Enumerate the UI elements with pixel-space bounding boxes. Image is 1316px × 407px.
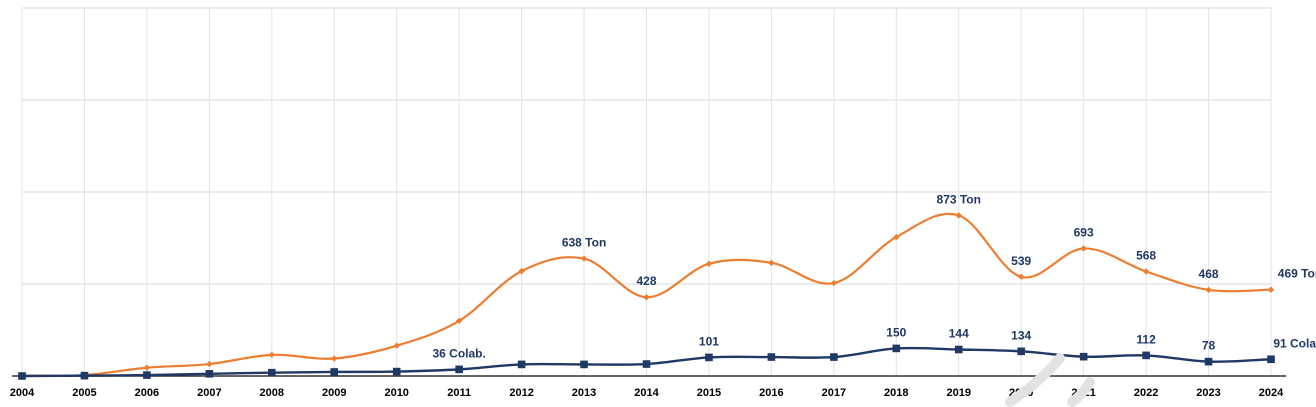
x-tick-label: 2007 [197,387,221,399]
data-point [392,367,401,376]
x-tick-label: 2016 [759,387,783,399]
data-label: 428 [636,274,656,288]
data-point [143,364,151,371]
x-axis: 2004 2005 2006 2007 2008 2009 2010 2011 2012 2013… [10,375,1286,399]
data-label: 91 Colab. [1273,336,1316,350]
data-label: 469 Ton [1278,267,1316,281]
data-point [331,355,338,362]
data-point [580,255,588,262]
data-point [205,369,214,378]
data-point [1142,351,1150,360]
data-point [1079,352,1088,361]
x-tick-label: 2006 [135,387,159,399]
data-point [705,260,713,267]
data-point [1017,347,1025,356]
data-label: 36 Colab. [432,346,485,360]
data-label: 638 Ton [562,236,606,250]
x-tick-label: 2012 [509,387,533,399]
x-tick-label: 2009 [322,387,346,399]
data-point [643,294,650,301]
data-point [330,368,339,376]
data-label: 112 [1136,332,1156,346]
x-tick-label: 2011 [447,387,471,399]
x-tick-label: 2022 [1134,387,1158,399]
data-point [518,267,525,275]
x-tick-label: 2018 [884,387,908,399]
data-point [1267,355,1275,364]
data-label: 101 [699,334,719,348]
data-point [830,279,838,287]
data-point [768,259,775,267]
x-tick-label: 2010 [384,387,408,399]
data-point [893,233,900,241]
data-point [393,342,400,349]
x-tick-label: 2005 [72,387,96,399]
data-labels: 638 Ton 428 873 Ton 539 693 568 468 469 Ton 36 C… [432,192,1316,360]
data-label: 468 [1199,267,1219,281]
data-point [830,353,838,361]
data-point [1142,268,1150,275]
data-point [455,317,463,324]
data-label: 150 [886,325,906,339]
data-point [143,371,151,379]
data-point [517,360,526,369]
data-point [892,344,901,353]
grid [21,7,1272,376]
data-point [206,360,213,368]
data-point [268,368,276,377]
data-point [1267,286,1275,293]
data-label: 539 [1011,254,1031,268]
data-point [642,360,651,368]
x-tick-label: 2015 [697,387,721,399]
x-tick-label: 2019 [947,387,971,399]
data-label: 134 [1011,328,1031,342]
watermark [1005,353,1095,407]
data-point [954,345,963,354]
data-point [455,365,463,374]
data-point [580,360,588,369]
x-tick-label: 2017 [822,387,846,399]
data-label: 873 Ton [937,192,981,206]
data-point [1018,273,1025,281]
data-point [767,353,776,361]
data-point [1204,357,1213,366]
data-point [955,212,962,219]
series-layer [18,212,1275,380]
x-tick-label: 2023 [1196,387,1220,399]
data-label: 144 [949,327,969,341]
x-tick-label: 2004 [10,387,35,399]
x-tick-label: 2013 [572,387,596,399]
x-tick-label: 2008 [260,387,284,399]
x-tick-label: 2014 [634,387,659,399]
data-point [705,353,713,362]
x-tick-label: 2024 [1259,387,1284,399]
series-line [21,212,1272,377]
data-point [1080,245,1087,252]
data-label: 693 [1074,225,1094,239]
data-label: 568 [1136,248,1156,262]
data-point [1205,286,1212,294]
data-point [80,371,89,380]
data-point [268,351,275,359]
data-label: 78 [1202,339,1216,353]
data-point [18,372,26,380]
